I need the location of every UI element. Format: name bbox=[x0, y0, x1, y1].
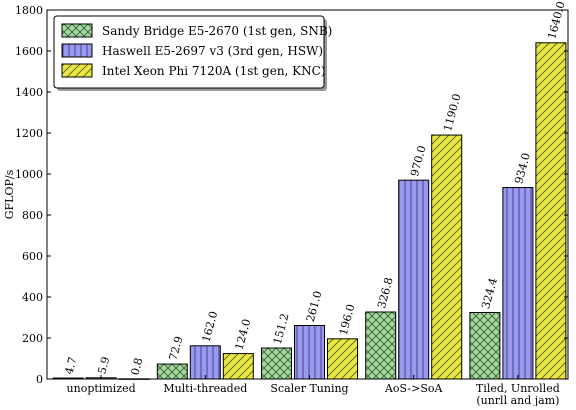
x-tick-label: Multi-threaded bbox=[163, 382, 247, 395]
plot-frame bbox=[46, 9, 569, 380]
legend-box bbox=[53, 15, 325, 89]
y-axis-label: GFLOP/s bbox=[3, 169, 16, 219]
bar-value-label: 162.0 bbox=[200, 310, 221, 344]
bar-value-label: 196.0 bbox=[337, 303, 358, 337]
bar-0-2 bbox=[261, 347, 292, 380]
y-tick-label: 1400 bbox=[15, 86, 43, 99]
bar-1-3 bbox=[398, 179, 430, 380]
x-tick-label: Scaler Tuning bbox=[270, 382, 348, 395]
legend-swatch bbox=[61, 63, 93, 78]
x-tick-label: unoptimized bbox=[67, 382, 136, 395]
y-tick-label: 200 bbox=[22, 332, 43, 345]
bar-0-3 bbox=[365, 311, 397, 380]
y-tick-label: 800 bbox=[22, 209, 43, 222]
bar-value-label: 1190.0 bbox=[441, 92, 464, 133]
y-tick-label: 1800 bbox=[15, 4, 43, 17]
bar-value-label: 1640.0 bbox=[545, 0, 568, 41]
bar-value-label: 124.0 bbox=[233, 318, 254, 352]
bar-0-4 bbox=[469, 311, 501, 380]
bar-value-label: 5.9 bbox=[95, 355, 112, 375]
y-tick-label: 1200 bbox=[15, 127, 43, 140]
bar-1-2 bbox=[294, 324, 325, 380]
legend-label: Intel Xeon Phi 7120A (1st gen, KNC) bbox=[102, 64, 326, 78]
legend-label: Sandy Bridge E5-2670 (1st gen, SNB) bbox=[102, 24, 332, 38]
y-tick-label: 1600 bbox=[15, 45, 43, 58]
bar-1-1 bbox=[189, 345, 221, 380]
bar-value-label: 4.7 bbox=[62, 356, 79, 376]
bar-value-label: 72.9 bbox=[167, 335, 186, 362]
legend-swatch bbox=[61, 23, 93, 38]
bar-value-label: 261.0 bbox=[304, 289, 325, 323]
legend-label: Haswell E5-2697 v3 (3rd gen, HSW) bbox=[102, 44, 323, 58]
bar-value-label: 0.8 bbox=[128, 356, 145, 376]
bar-value-label: 151.2 bbox=[271, 312, 292, 346]
bar-2-1 bbox=[222, 353, 254, 380]
legend: Sandy Bridge E5-2670 (1st gen, SNB) Haswe… bbox=[53, 15, 332, 91]
bar-value-label: 970.0 bbox=[408, 144, 429, 178]
bar-value-label: 326.8 bbox=[375, 276, 396, 310]
y-tick-label: 0 bbox=[36, 373, 43, 386]
x-tick-label: Tiled, Unrolled bbox=[476, 382, 560, 395]
bar-2-2 bbox=[327, 338, 358, 380]
bar-0-1 bbox=[156, 363, 188, 380]
x-tick-label: AoS->SoA bbox=[384, 382, 444, 395]
x-tick-label: (unrll and jam) bbox=[476, 394, 559, 406]
bar-value-label: 324.4 bbox=[479, 276, 500, 310]
bar-2-3 bbox=[431, 134, 463, 380]
bar-1-4 bbox=[502, 187, 534, 380]
bar-2-4 bbox=[535, 42, 567, 380]
y-tick-label: 400 bbox=[22, 291, 43, 304]
y-tick-label: 1000 bbox=[15, 168, 43, 181]
legend-swatch bbox=[61, 43, 93, 58]
y-tick-label: 600 bbox=[22, 250, 43, 263]
bar-value-label: 934.0 bbox=[512, 152, 533, 186]
